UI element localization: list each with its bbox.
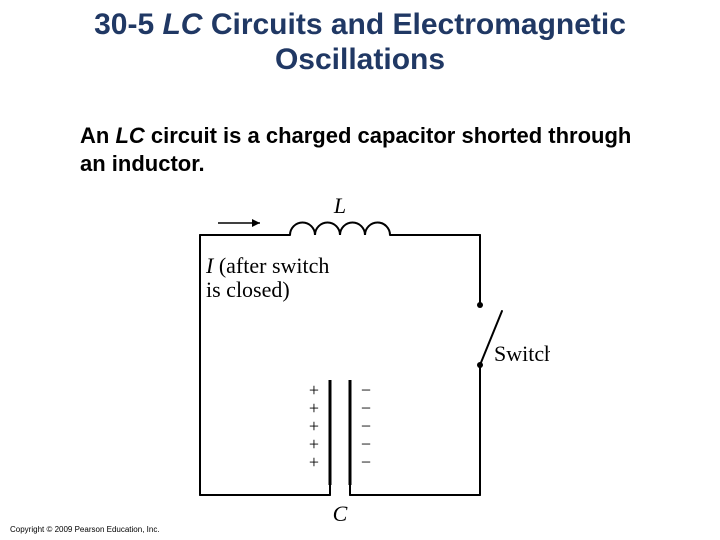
title-rest1: Circuits and Electromagnetic: [211, 8, 626, 41]
svg-text:−: −: [361, 398, 371, 418]
svg-text:−: −: [361, 452, 371, 472]
subtitle-lc: LC: [115, 123, 144, 148]
svg-text:C: C: [333, 501, 348, 525]
circuit-svg: + − + − + − + − + − L C Switch I (after switchis clos…: [170, 195, 550, 525]
title-rest2: Oscillations: [275, 43, 445, 76]
subtitle-post: circuit is a charged capacitor shorted t…: [80, 123, 631, 176]
slide: 30-5 LC Circuits and Electromagnetic Osc…: [0, 0, 720, 540]
title-lc: LC: [162, 8, 202, 41]
svg-text:L: L: [333, 195, 346, 218]
svg-text:−: −: [361, 380, 371, 400]
subtitle: An LC circuit is a charged capacitor sho…: [80, 122, 640, 177]
svg-text:+: +: [309, 434, 319, 454]
svg-text:+: +: [309, 452, 319, 472]
svg-text:I (after switch: I (after switch: [205, 253, 329, 278]
svg-text:+: +: [309, 398, 319, 418]
title-number: 30-5: [94, 8, 154, 41]
svg-text:−: −: [361, 434, 371, 454]
svg-text:is closed): is closed): [206, 277, 290, 302]
copyright-text: Copyright © 2009 Pearson Education, Inc.: [10, 525, 160, 534]
subtitle-pre: An: [80, 123, 115, 148]
svg-text:+: +: [309, 416, 319, 436]
svg-text:−: −: [361, 416, 371, 436]
svg-text:+: +: [309, 380, 319, 400]
circuit-diagram: + − + − + − + − + − L C Switch I (after switchis clos…: [170, 195, 550, 530]
slide-title: 30-5 LC Circuits and Electromagnetic Osc…: [0, 8, 720, 77]
svg-text:Switch: Switch: [494, 341, 550, 366]
